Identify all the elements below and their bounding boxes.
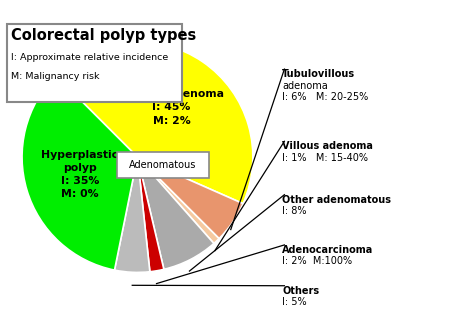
Text: Adenomatous: Adenomatous xyxy=(129,160,197,170)
Text: Colorectal polyp types: Colorectal polyp types xyxy=(10,28,196,43)
Wedge shape xyxy=(22,75,137,270)
Text: Tubulovillous: Tubulovillous xyxy=(282,69,355,79)
Wedge shape xyxy=(137,157,164,272)
Text: Tubular adenoma
I: 45%
M: 2%: Tubular adenoma I: 45% M: 2% xyxy=(118,89,224,126)
Text: Hyperplastic
polyp
I: 35%
M: 0%: Hyperplastic polyp I: 35% M: 0% xyxy=(41,149,118,199)
FancyBboxPatch shape xyxy=(117,152,209,178)
Text: I: 5%: I: 5% xyxy=(282,297,307,307)
Wedge shape xyxy=(137,157,214,269)
Text: I: 8%: I: 8% xyxy=(282,206,307,216)
Text: Others: Others xyxy=(282,286,319,296)
Wedge shape xyxy=(115,157,150,273)
Text: Adenocarcinoma: Adenocarcinoma xyxy=(282,245,374,255)
FancyBboxPatch shape xyxy=(7,24,182,102)
Text: I: 6%   M: 20-25%: I: 6% M: 20-25% xyxy=(282,92,368,102)
Text: I: 2%  M:100%: I: 2% M:100% xyxy=(282,256,352,266)
Wedge shape xyxy=(56,41,253,203)
Text: I: Approximate relative incidence: I: Approximate relative incidence xyxy=(10,53,168,62)
Text: I: 1%   M: 15-40%: I: 1% M: 15-40% xyxy=(282,153,368,163)
Wedge shape xyxy=(137,157,243,239)
Wedge shape xyxy=(137,157,219,243)
Text: Other adenomatous: Other adenomatous xyxy=(282,195,391,205)
Text: Villous adenoma: Villous adenoma xyxy=(282,141,373,151)
Text: M: Malignancy risk: M: Malignancy risk xyxy=(10,72,99,81)
Text: adenoma: adenoma xyxy=(282,80,328,90)
